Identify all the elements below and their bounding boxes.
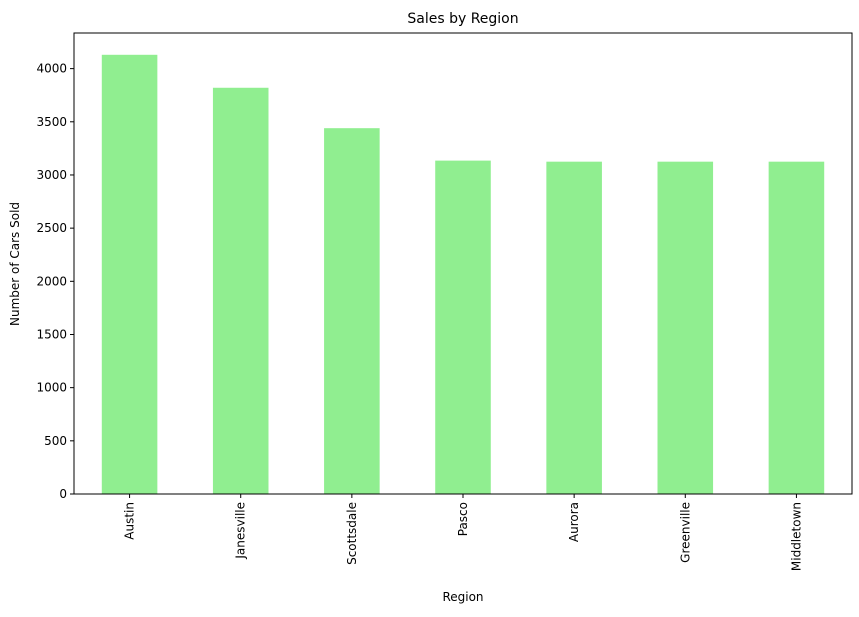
bar-pasco: [435, 160, 491, 494]
bar-janesville: [212, 87, 269, 494]
x-tick-label: Greenville: [678, 502, 692, 563]
y-tick-label: 2500: [36, 221, 67, 235]
y-tick-label: 3500: [36, 115, 67, 129]
x-axis-label: Region: [442, 590, 483, 604]
bar-austin: [101, 54, 158, 494]
bar-greenville: [657, 161, 714, 494]
y-tick-label: 0: [59, 487, 67, 501]
x-tick-label: Scottsdale: [345, 502, 359, 565]
bar-scottsdale: [324, 128, 380, 495]
bar-aurora: [546, 161, 602, 494]
y-tick-label: 3000: [36, 168, 67, 182]
x-tick-label: Middletown: [789, 502, 803, 571]
y-tick-label: 1000: [36, 381, 67, 395]
y-axis: 0 500 1000 1500 2000 2500 3000 3500 4000: [36, 62, 74, 501]
x-tick-label: Pasco: [456, 502, 470, 536]
x-axis: Austin Janesville Scottsdale Pasco Aurora Gre…: [123, 494, 803, 571]
y-tick-label: 4000: [36, 62, 67, 76]
chart-title: Sales by Region: [407, 11, 518, 27]
x-tick-label: Janesville: [234, 502, 248, 560]
x-tick-label: Aurora: [567, 502, 581, 542]
y-tick-label: 1500: [36, 327, 67, 341]
plot-frame: [73, 32, 853, 495]
y-axis-label: Number of Cars Sold: [8, 202, 22, 326]
bar-middletown: [768, 161, 825, 494]
x-tick-label: Austin: [123, 502, 137, 540]
y-tick-label: 500: [44, 434, 67, 448]
y-tick-label: 2000: [36, 274, 67, 288]
bars-layer: [101, 54, 825, 495]
